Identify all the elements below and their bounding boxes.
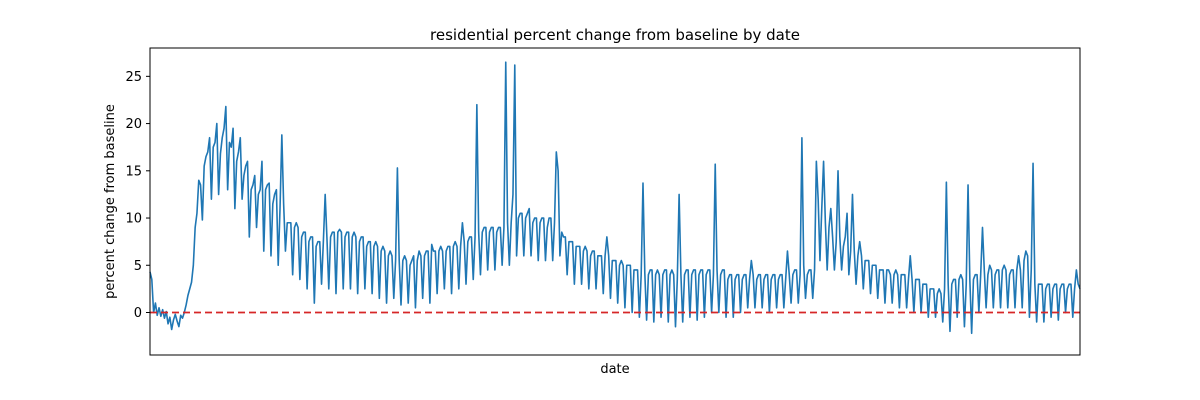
y-tick-label: 10 [125, 212, 142, 227]
plot-area [149, 61, 1081, 335]
x-axis-label: date [600, 362, 629, 377]
y-axis-label: percent change from baseline [103, 104, 118, 299]
y-tick-label: 15 [125, 164, 142, 179]
y-tick-label: 25 [125, 70, 142, 85]
y-axis: 0 5 10 15 20 25 [125, 70, 150, 321]
y-tick-label: 0 [134, 306, 142, 321]
chart-title: residential percent change from baseline… [430, 26, 800, 44]
plot-frame [149, 47, 1081, 356]
y-tick-label: 5 [134, 259, 142, 274]
series-line [149, 61, 1081, 335]
y-tick-label: 20 [125, 117, 142, 132]
